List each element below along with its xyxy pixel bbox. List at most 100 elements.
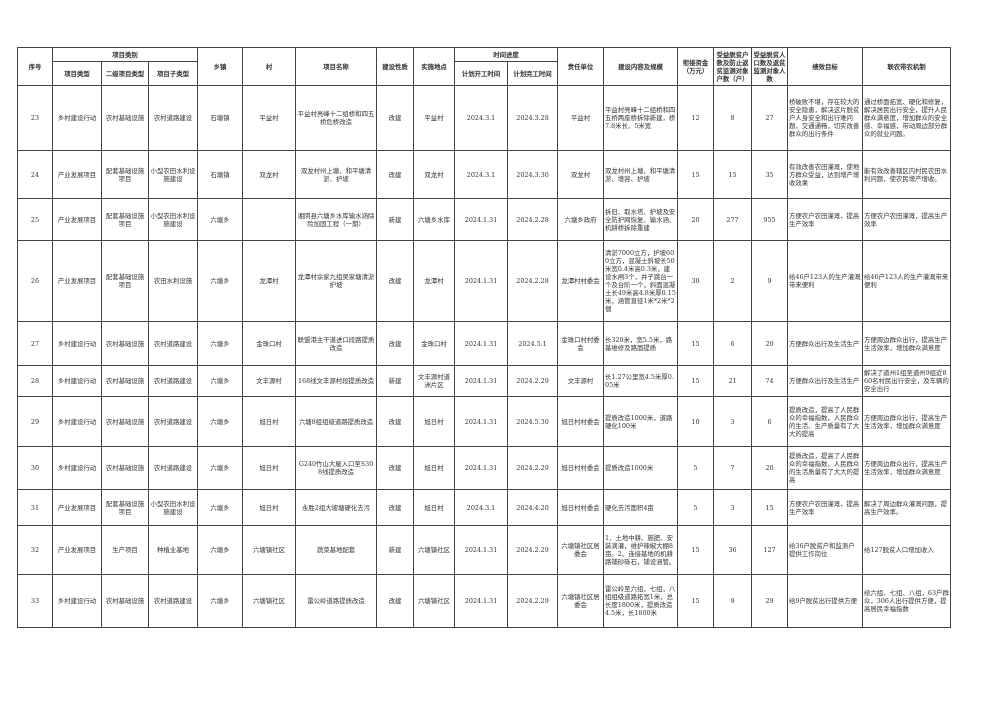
cell-subtype2: 农村基础设施 [101, 446, 149, 490]
header-content: 建设内容及规模 [603, 47, 679, 86]
cell-start: 2024.1.31 [454, 321, 509, 366]
cell-type: 乡村建设行动 [52, 321, 102, 366]
cell-funds: 15 [677, 525, 715, 575]
cell-nature: 改建 [376, 489, 415, 526]
cell-type: 乡村建设行动 [52, 365, 102, 397]
cell-name: 六塘8组组级道路提质改造 [295, 396, 378, 447]
cell-town: 六塘乡 [197, 321, 244, 366]
cell-name: 蔬菜基地配套 [295, 525, 378, 575]
cell-end: 2024.2.29 [507, 525, 559, 575]
cell-name: 永胜2组大坡塘硬化去污 [295, 489, 378, 526]
cell-goal: 给36户脱贫户和监测户提供工作岗位 [787, 525, 864, 575]
cell-seq: 26 [17, 240, 53, 322]
cell-funds: 15 [677, 321, 715, 366]
cell-seq: 31 [17, 489, 53, 526]
cell-nature: 改建 [376, 396, 415, 447]
cell-goal: 提质改造，提高了人民群众的幸福指数，人民群众的生活质量有了大大的提高 [787, 446, 864, 490]
cell-content: 1、土地中耕、施肥、安装滴灌，维护辣椒大棚8亩。2、连接基地的机耕路铺砂砾石，铺… [603, 525, 679, 575]
cell-site: 旭日村 [413, 446, 456, 490]
cell-funds: 15 [677, 365, 715, 397]
table-row: 33 乡村建设行动 农村基础设施 农村道路建设 六塘乡 六塘镇社区 雷公岭道路提质改造 改建六… [17, 574, 952, 628]
cell-village: 旭日村 [242, 446, 297, 490]
cell-unit: 六塘乡政府 [557, 198, 605, 241]
cell-name: G240竹山大屋入口至S308线提质改造 [295, 446, 378, 490]
cell-unit: 旭日村村委会 [557, 446, 605, 490]
cell-goal: 桥破败不堪，存在较大的安全隐患，解决这片脱贫户人身安全和出行难问题，交通通畅，切… [787, 85, 864, 151]
cell-mechanism: 给六组、七组、八组，63户群众，306人出行提供方便，提高居民幸福指数 [862, 574, 952, 628]
cell-subtype2: 农村基础设施 [101, 396, 149, 447]
header-seq: 序号 [17, 47, 53, 86]
header-mechanism: 联农带农机制 [862, 47, 952, 86]
cell-content: 长320米，宽5.5米，路基维修及路面提质 [603, 321, 679, 366]
cell-households: 9 [713, 574, 753, 628]
cell-village: 龙潭村 [242, 240, 297, 322]
header-town: 乡镇 [197, 47, 244, 86]
cell-subtype: 小型农田水利设施建设 [147, 150, 199, 199]
cell-households: 7 [713, 446, 753, 490]
cell-end: 2024.4.20 [507, 489, 559, 526]
cell-goal: 方便群众出行及生活生产 [787, 321, 864, 366]
cell-mechanism: 解决了周边群众灌溉问题，提高生产效率。 [862, 489, 952, 526]
cell-subtype2: 配套基础设施项目 [101, 489, 149, 526]
cell-subtype: 小型农田水利设施建设 [147, 198, 199, 241]
cell-people: 35 [751, 150, 789, 199]
table-row: 29 乡村建设行动 农村基础设施 农村道路建设 六塘乡 旭日村 六塘8组组级道路提质改造 改建… [17, 396, 952, 447]
header-start: 计划开工时间 [454, 61, 509, 86]
cell-people: 9 [751, 240, 789, 322]
cell-town: 六塘乡 [197, 240, 244, 322]
cell-subtype2: 农村基础设施 [101, 85, 149, 151]
cell-type: 产业发展项目 [52, 198, 102, 241]
header-goal: 绩效目标 [787, 47, 864, 86]
cell-nature: 新建 [376, 365, 415, 397]
cell-goal: 方便农户农田灌溉，提高生产效率 [787, 489, 864, 526]
cell-subtype2: 生产项目 [101, 525, 149, 575]
cell-households: 36 [713, 525, 753, 575]
header-row-1: 序号 项目类别 乡镇 村 项目名称 建设性质 实施地点 时间进度 责任单位 建设… [17, 47, 952, 86]
cell-households: 21 [713, 365, 753, 397]
cell-nature: 改建 [376, 240, 415, 322]
table-row: 24 产业发展项目 配套基础设施项目 小型农田水利设施建设 石塘镇 双龙村 双龙村州上塘、和… [17, 150, 952, 199]
table-row: 27 乡村建设行动 农村基础设施 农村道路建设 六塘乡 金珠口村 联盟港主干道进口段路提质改… [17, 321, 952, 366]
cell-start: 2024.1.31 [454, 198, 509, 241]
cell-end: 2024.2.28 [507, 198, 559, 241]
cell-goal: 给46户123人的生产灌溉带来便利 [787, 240, 864, 322]
cell-people: 27 [751, 85, 789, 151]
header-households: 受益脱贫户数及防止返贫监测对象户数（户） [713, 47, 753, 86]
cell-nature: 改建 [376, 446, 415, 490]
cell-seq: 33 [17, 574, 53, 628]
cell-people: 20 [751, 321, 789, 366]
cell-village: 旭日村 [242, 489, 297, 526]
table-row: 25 产业发展项目 配套基础设施项目 小型农田水利设施建设 六塘乡 湘阴县六塘乡水库输水涵… [17, 198, 952, 241]
cell-nature: 改建 [376, 150, 415, 199]
header-name: 项目名称 [295, 47, 378, 86]
cell-content: 硬化去污面积4亩 [603, 489, 679, 526]
cell-people: 20 [751, 446, 789, 490]
cell-name: 湘阴县六塘乡水库输水涵除险加固工程（一期） [295, 198, 378, 241]
cell-content: 清淤7000立方，护坡600立方，混凝土斜坡长50米宽0.4米高0.3米，建设水… [603, 240, 679, 322]
header-end: 计划完工时间 [507, 61, 559, 86]
cell-town: 六塘乡 [197, 525, 244, 575]
cell-mechanism: 方便周边群众出行，提高生产生活效率，增加群众满意度 [862, 396, 952, 447]
cell-village: 文丰源村 [242, 365, 297, 397]
cell-seq: 29 [17, 396, 53, 447]
cell-end: 2024.3.30 [507, 150, 559, 199]
cell-mechanism: 方便周边群众出行，提高生产生活效率，增加群众满意度 [862, 321, 952, 366]
cell-subtype2: 配套基础设施项目 [101, 150, 149, 199]
cell-type: 产业发展项目 [52, 240, 102, 322]
cell-site: 六塘乡水库 [413, 198, 456, 241]
cell-end: 2024.3.28 [507, 85, 559, 151]
cell-households: 6 [713, 321, 753, 366]
cell-name: 雷公岭道路提质改造 [295, 574, 378, 628]
header-subtype2: 二级项目类型 [101, 61, 149, 86]
table-row: 23 乡村建设行动 农村基础设施 农村道路建设 石塘镇 平益村 平益村亮峰十二组桥和四五桥危… [17, 85, 952, 151]
cell-type: 乡村建设行动 [52, 85, 102, 151]
cell-content: 平益村亮峰十二组桥和四五桥两座桥拆除新建，桥7.8米长、5米宽 [603, 85, 679, 151]
cell-start: 2024.1.31 [454, 574, 509, 628]
cell-subtype: 农村道路建设 [147, 574, 199, 628]
cell-town: 六塘乡 [197, 574, 244, 628]
cell-content: 拆旧、取水塔、护坡及安全防护网恢复、输水涵、机耕桥拆除重建 [603, 198, 679, 241]
cell-nature: 新建 [376, 198, 415, 241]
cell-people: 127 [751, 525, 789, 575]
cell-unit: 平益村 [557, 85, 605, 151]
cell-people: 74 [751, 365, 789, 397]
